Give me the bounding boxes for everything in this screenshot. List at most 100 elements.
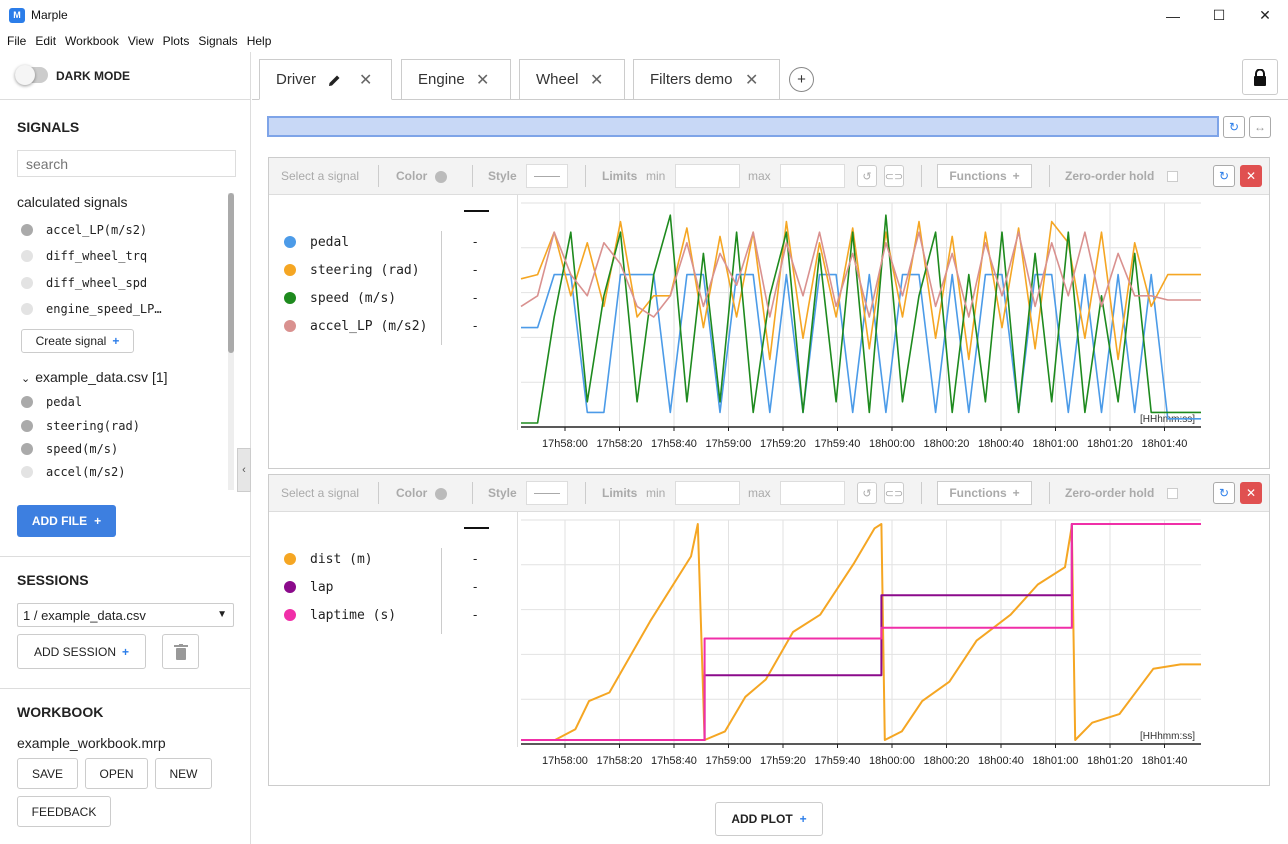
legend-item[interactable]: accel_LP (m/s2)	[284, 317, 427, 335]
add-session-button[interactable]: ADD SESSION +	[17, 634, 146, 669]
menu-help[interactable]: Help	[246, 34, 272, 48]
expand-time-button[interactable]: ↔	[1249, 116, 1271, 138]
close-tab-icon[interactable]: ✕	[359, 71, 373, 89]
reset-plot-icon[interactable]: ↻	[1213, 482, 1235, 504]
signal-search-input[interactable]	[17, 150, 236, 177]
dark-mode-toggle[interactable]	[15, 65, 48, 85]
link-icon[interactable]: ⊂⊃	[884, 482, 904, 504]
signal-item[interactable]: accel_LP(m/s2)	[21, 221, 147, 239]
close-tab-icon[interactable]: ✕	[590, 71, 604, 89]
dropdown-arrow-icon: ▼	[217, 609, 227, 620]
reset-limits-icon[interactable]: ↺	[857, 165, 877, 187]
open-button[interactable]: OPEN	[85, 758, 148, 789]
legend-item[interactable]: dist (m)	[284, 550, 373, 568]
close-window-button[interactable]: ✕	[1259, 7, 1271, 23]
color-picker[interactable]	[435, 488, 447, 500]
signal-item[interactable]: pedal	[21, 393, 82, 411]
limits-label: Limits	[602, 486, 638, 500]
legend-item[interactable]: speed (m/s)	[284, 289, 396, 307]
menu-signals[interactable]: Signals	[198, 34, 238, 48]
tab-engine[interactable]: Engine ✕	[401, 59, 511, 99]
feedback-button[interactable]: FEEDBACK	[17, 796, 111, 827]
select-signal-dropdown[interactable]: Select a signal	[281, 169, 360, 183]
reset-limits-icon[interactable]: ↺	[857, 482, 877, 504]
plot-chart[interactable]: 17h58:00 17h58:20 17h58:40 17h59:00 17h59:20…	[519, 195, 1269, 468]
pencil-icon[interactable]	[327, 73, 342, 88]
delete-plot-icon[interactable]: ✕	[1240, 482, 1262, 504]
signals-title: SIGNALS	[17, 119, 80, 135]
legend-value: -	[473, 607, 478, 622]
add-tab-button[interactable]: +	[789, 67, 814, 92]
tab-driver[interactable]: Driver ✕	[259, 59, 392, 100]
sessions-title: SESSIONS	[17, 572, 89, 588]
menu-edit[interactable]: Edit	[35, 34, 57, 48]
legend-item[interactable]: pedal	[284, 233, 349, 251]
limit-min-input[interactable]	[675, 481, 740, 505]
signal-item[interactable]: diff_wheel_trq	[21, 247, 147, 265]
plot-toolbar: Select a signal Color Style Limits min m…	[269, 475, 1269, 512]
x-tick-label: 17h59:20	[760, 438, 806, 450]
save-button[interactable]: SAVE	[17, 758, 78, 789]
create-signal-button[interactable]: Create signal +	[21, 329, 134, 353]
maximize-button[interactable]: ☐	[1212, 7, 1226, 23]
close-tab-icon[interactable]: ✕	[476, 71, 490, 89]
line-style-select[interactable]	[526, 164, 568, 188]
signal-item[interactable]: diff_wheel_spd	[21, 274, 147, 292]
signal-item[interactable]: accel(m/s2)	[21, 463, 125, 481]
window-title: Marple	[31, 8, 68, 22]
close-tab-icon[interactable]: ✕	[745, 71, 759, 89]
x-tick-label: 18h01:00	[1033, 755, 1079, 767]
lock-icon	[1254, 68, 1266, 86]
signal-item[interactable]: steering(rad)	[21, 417, 140, 435]
signals-scrollbar-thumb[interactable]	[228, 193, 234, 353]
session-select[interactable]: 1 / example_data.csv ▼	[17, 603, 234, 627]
minimize-button[interactable]: —	[1166, 7, 1180, 24]
lock-button[interactable]	[1242, 59, 1278, 95]
line-style-select[interactable]	[526, 481, 568, 505]
menu-view[interactable]: View	[127, 34, 154, 48]
plot-chart[interactable]: 17h58:00 17h58:20 17h58:40 17h59:00 17h59:20…	[519, 512, 1269, 785]
functions-button[interactable]: Functions +	[937, 164, 1032, 188]
menu-workbook[interactable]: Workbook	[65, 34, 119, 48]
functions-button[interactable]: Functions +	[937, 481, 1032, 505]
select-signal-dropdown[interactable]: Select a signal	[281, 486, 360, 500]
title-bar: M Marple — ☐ ✕	[0, 0, 1288, 31]
plot-toolbar: Select a signal Color Style Limits min m…	[269, 158, 1269, 195]
link-icon[interactable]: ⊂⊃	[884, 165, 904, 187]
tab-filters-demo[interactable]: Filters demo ✕	[633, 59, 780, 99]
limit-max-input[interactable]	[780, 164, 845, 188]
signal-item[interactable]: speed(m/s)	[21, 440, 118, 458]
limit-min-input[interactable]	[675, 164, 740, 188]
reset-time-button[interactable]: ↻	[1223, 116, 1245, 138]
legend-item[interactable]: lap	[284, 578, 333, 596]
menu-plots[interactable]: Plots	[162, 34, 190, 48]
add-plot-button[interactable]: ADD PLOT +	[715, 802, 823, 836]
trash-icon	[173, 643, 188, 660]
legend-item[interactable]: steering (rad)	[284, 261, 420, 279]
menu-file[interactable]: File	[7, 34, 27, 48]
file-group-title[interactable]: ⌄ example_data.csv [1]	[21, 369, 168, 385]
color-picker[interactable]	[435, 171, 447, 183]
collapse-sidebar-icon[interactable]: ‹	[237, 448, 251, 492]
series-line-pedal	[521, 273, 1201, 420]
reset-plot-icon[interactable]: ↻	[1213, 165, 1235, 187]
delete-plot-icon[interactable]: ✕	[1240, 165, 1262, 187]
x-tick-label: 17h58:40	[651, 755, 697, 767]
zero-order-hold-checkbox[interactable]	[1167, 171, 1178, 182]
signal-item[interactable]: engine_speed_LP…	[21, 300, 162, 318]
dark-mode-label: DARK MODE	[56, 69, 130, 83]
zero-order-hold-checkbox[interactable]	[1167, 488, 1178, 499]
x-tick-label: 17h58:00	[542, 755, 588, 767]
x-tick-label: 18h00:40	[978, 755, 1024, 767]
time-range-slider[interactable]	[267, 116, 1219, 137]
delete-session-button[interactable]	[162, 634, 199, 669]
plot-legend: pedal - steering (rad) - speed (m/s) - a…	[269, 195, 518, 430]
max-label: max	[748, 169, 771, 183]
new-button[interactable]: NEW	[155, 758, 212, 789]
series-line-speed	[521, 214, 1201, 424]
tab-wheel[interactable]: Wheel ✕	[519, 59, 625, 99]
add-file-button[interactable]: ADD FILE +	[17, 505, 116, 537]
legend-item[interactable]: laptime (s)	[284, 606, 396, 624]
limit-max-input[interactable]	[780, 481, 845, 505]
series-line-lap	[521, 523, 1201, 741]
